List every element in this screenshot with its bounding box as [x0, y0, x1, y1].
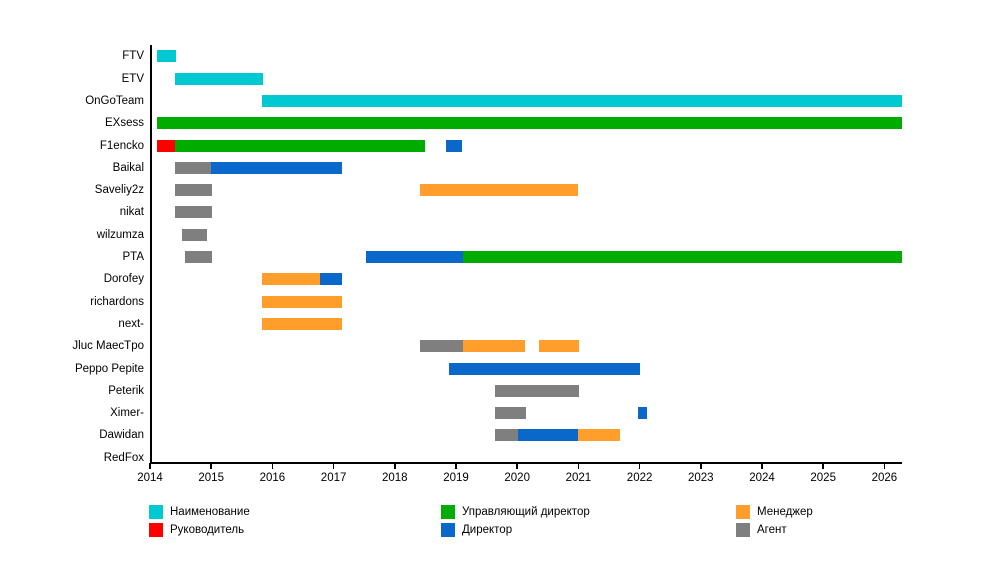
- y-axis-spine: [150, 45, 152, 464]
- gantt-bar-segment: [156, 50, 177, 63]
- gantt-bar-segment: [175, 139, 426, 152]
- gantt-bar-segment: [366, 251, 464, 263]
- gantt-bar-segment: [185, 251, 212, 263]
- x-axis-tick: [516, 463, 518, 469]
- gantt-bar-segment: [175, 72, 263, 85]
- row-label: Dawidan: [99, 429, 144, 442]
- x-axis-tick-label: 2014: [137, 472, 163, 484]
- gantt-bar-segment: [517, 429, 579, 442]
- gantt-bar-segment: [175, 161, 212, 174]
- gantt-bar-segment: [463, 251, 902, 263]
- row-label: PTA: [122, 251, 144, 263]
- gantt-bar-segment: [175, 184, 212, 197]
- gantt-bar-segment: [182, 228, 207, 241]
- x-axis-tick: [149, 463, 151, 469]
- gantt-bar-segment: [261, 273, 320, 286]
- legend-label: Руководитель: [170, 524, 245, 536]
- x-axis-tick-label: 2016: [259, 472, 286, 484]
- gantt-bar-segment: [156, 117, 902, 130]
- gantt-bar-segment: [449, 362, 641, 375]
- gantt-bar-segment: [261, 295, 342, 308]
- row-label: Dorofey: [103, 273, 144, 286]
- gantt-bar-segment: [494, 429, 518, 442]
- gantt-bar-segment: [638, 407, 647, 420]
- x-axis-tick-label: 2024: [749, 472, 775, 484]
- gantt-bar-segment: [539, 340, 579, 353]
- legend-color-swatch: [441, 505, 455, 519]
- x-axis-tick-label: 2017: [320, 472, 347, 484]
- gantt-bar-segment: [446, 139, 462, 152]
- x-axis-tick-label: 2020: [504, 472, 530, 484]
- x-axis-tick: [394, 463, 396, 469]
- x-axis-tick-label: 2025: [810, 472, 836, 484]
- row-label: Peppo Pepite: [74, 362, 144, 375]
- x-axis-tick: [700, 463, 702, 469]
- row-label: Saveliy2z: [94, 184, 144, 197]
- x-axis-tick-label: 2022: [626, 472, 653, 484]
- gantt-bar-segment: [156, 139, 176, 152]
- gantt-bar-segment: [463, 340, 525, 353]
- x-axis-tick-label: 2019: [443, 472, 469, 484]
- x-axis-tick-label: 2021: [565, 472, 592, 484]
- legend-color-swatch: [149, 523, 163, 537]
- x-axis-tick: [455, 463, 457, 469]
- x-axis-tick-label: 2023: [688, 472, 714, 484]
- x-axis-tick-label: 2015: [198, 472, 224, 484]
- x-axis-tick: [822, 463, 824, 469]
- x-axis-tick: [210, 463, 212, 469]
- legend-label: Директор: [462, 524, 513, 536]
- gantt-bar-segment: [211, 161, 343, 174]
- legend-label: Агент: [757, 524, 787, 536]
- gantt-bar-segment: [419, 184, 579, 197]
- row-label: Baikal: [112, 161, 144, 174]
- row-label: RedFox: [103, 451, 144, 464]
- row-label: OnGoTeam: [85, 94, 144, 107]
- row-label: Jluc MaecTpo: [72, 340, 144, 353]
- gantt-bar-segment: [419, 340, 463, 353]
- gantt-bar-segment: [261, 94, 902, 107]
- row-label: ETV: [121, 72, 144, 85]
- legend-color-swatch: [736, 505, 750, 519]
- legend-color-swatch: [441, 523, 455, 537]
- legend-label: Наименование: [170, 506, 250, 518]
- legend-color-swatch: [149, 505, 163, 519]
- x-axis-tick-label: 2018: [382, 472, 408, 484]
- legend-label: Управляющий директор: [462, 506, 590, 518]
- row-label: richardons: [90, 295, 144, 308]
- gantt-bar-segment: [494, 407, 526, 420]
- x-axis-tick-label: 2026: [871, 472, 898, 484]
- legend-color-swatch: [736, 523, 750, 537]
- x-axis-tick: [761, 463, 763, 469]
- row-label: EXsess: [105, 117, 144, 130]
- gantt-bar-segment: [578, 429, 620, 442]
- legend-label: Менеджер: [757, 506, 813, 518]
- row-label: next-: [118, 317, 144, 330]
- row-label: Ximer-: [110, 407, 144, 420]
- x-axis-tick: [883, 463, 886, 469]
- row-label: F1encko: [99, 139, 144, 152]
- x-axis-tick: [638, 463, 641, 469]
- gantt-bar-segment: [494, 384, 579, 397]
- row-label: Peterik: [108, 384, 144, 397]
- gantt-bar-segment: [319, 273, 343, 286]
- x-axis-tick: [577, 463, 580, 469]
- x-axis-spine: [150, 462, 902, 464]
- gantt-bar-segment: [261, 317, 342, 330]
- gantt-bar-segment: [175, 206, 212, 219]
- x-axis-tick: [271, 463, 274, 469]
- row-label: FTV: [122, 50, 144, 63]
- row-label: nikat: [119, 206, 144, 219]
- x-axis-tick: [332, 463, 335, 469]
- row-label: wilzumza: [96, 228, 144, 241]
